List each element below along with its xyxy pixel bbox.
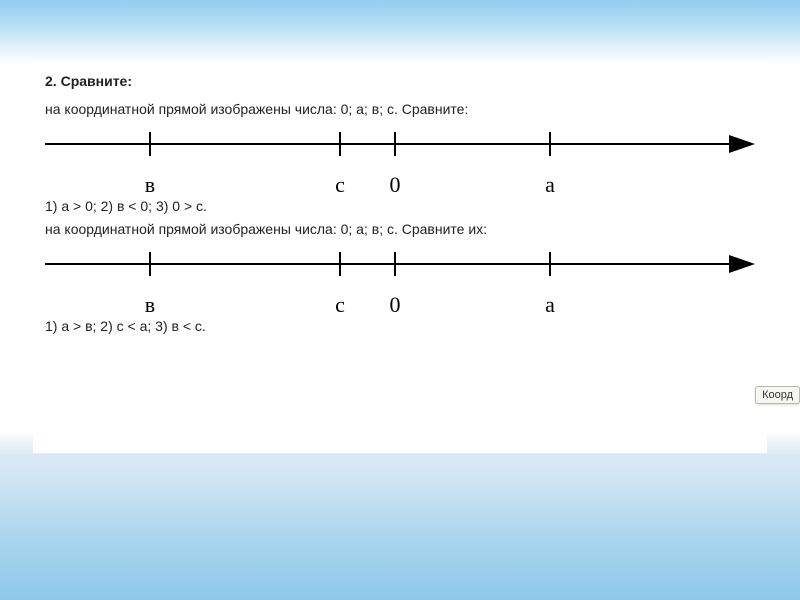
section-title-text: Сравните:: [61, 73, 132, 89]
tooltip-badge: Коорд: [755, 386, 800, 404]
tick-label: с: [335, 172, 345, 198]
section-title: 2. Сравните:: [45, 73, 755, 89]
section-number: 2.: [45, 73, 57, 89]
numberline-2: [45, 244, 755, 292]
tick-label: с: [335, 292, 345, 318]
numberline-1: [45, 124, 755, 172]
problem-card: 2. Сравните: на координатной прямой изоб…: [33, 61, 767, 453]
tick-label: а: [545, 292, 555, 318]
tick-label: а: [545, 172, 555, 198]
numberline-2-labels: в с 0 а: [45, 292, 755, 316]
problem2-answers: 1) а > в; 2) с < а; 3) в < с.: [45, 316, 755, 337]
problem1-answers: 1) а > 0; 2) в < 0; 3) 0 > с.: [45, 196, 755, 217]
problem2-prompt: на координатной прямой изображены числа:…: [45, 219, 755, 240]
tick-label: в: [145, 172, 155, 198]
tick-label: 0: [390, 172, 401, 198]
tick-label: в: [145, 292, 155, 318]
numberline-1-labels: в с 0 а: [45, 172, 755, 196]
tick-label: 0: [390, 292, 401, 318]
numberline-2-wrapper: в с 0 а: [45, 244, 755, 316]
problem1-prompt: на координатной прямой изображены числа:…: [45, 99, 755, 120]
numberline-1-wrapper: в с 0 а: [45, 124, 755, 196]
